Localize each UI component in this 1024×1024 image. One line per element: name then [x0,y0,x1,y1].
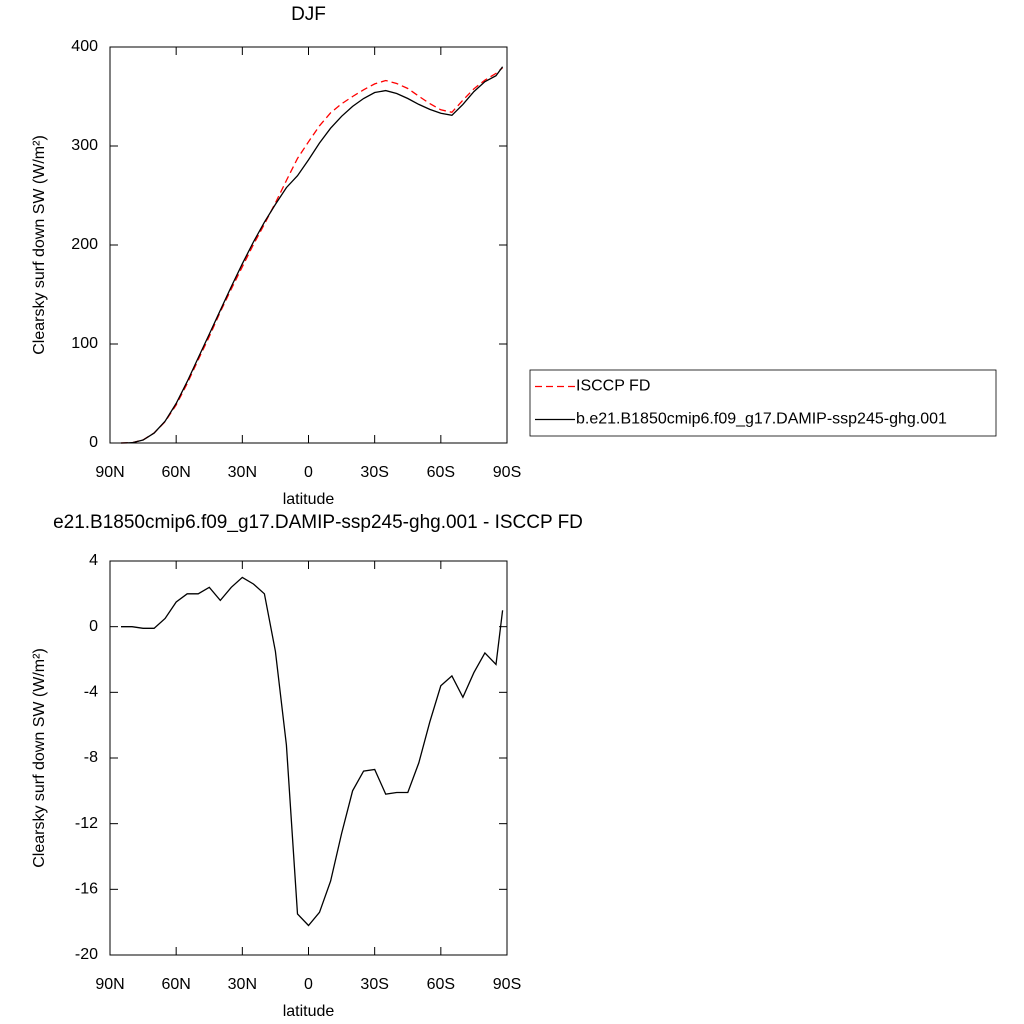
x-tick-label: 60S [427,464,455,481]
y-axis-label: Clearsky surf down SW (W/m²) [31,135,48,355]
y-tick-label: 200 [71,236,98,253]
y-tick-label: -4 [84,684,98,701]
y-tick-label: 400 [71,38,98,55]
legend-label: b.e21.B1850cmip6.f09_g17.DAMIP-ssp245-gh… [576,411,947,428]
x-tick-label: 0 [304,464,313,481]
x-tick-label: 0 [304,976,313,993]
chart-title: DJF [291,4,326,25]
x-tick-label: 90N [95,976,124,993]
x-tick-label: 60N [161,976,190,993]
data-line [121,576,504,927]
y-tick-label: -12 [75,815,98,832]
x-tick-label: 30S [360,464,388,481]
x-axis-label: latitude [283,491,335,508]
y-tick-label: 300 [71,137,98,154]
x-tick-label: 90S [493,464,521,481]
plot-frame [109,560,508,956]
data-line [120,67,504,444]
x-tick-label: 60S [427,976,455,993]
chart-title: e21.B1850cmip6.f09_g17.DAMIP-ssp245-ghg.… [53,512,583,533]
y-axis-label: Clearsky surf down SW (W/m²) [31,648,48,868]
y-tick-label: 0 [89,618,98,635]
x-tick-label: 60N [161,464,190,481]
x-tick-label: 30S [360,976,388,993]
y-tick-label: -16 [75,881,98,898]
legend-box [529,369,997,437]
y-tick-label: 0 [89,434,98,451]
data-line [120,66,504,444]
y-tick-label: 100 [71,335,98,352]
x-axis-label: latitude [283,1003,335,1020]
y-tick-label: -20 [75,946,98,963]
y-tick-label: 4 [89,552,98,569]
legend-label: ISCCP FD [576,378,650,395]
plot-frame [109,46,508,444]
x-tick-label: 90N [95,464,124,481]
x-tick-label: 90S [493,976,521,993]
x-tick-label: 30N [228,976,257,993]
x-tick-label: 30N [228,464,257,481]
y-tick-label: -8 [84,749,98,766]
